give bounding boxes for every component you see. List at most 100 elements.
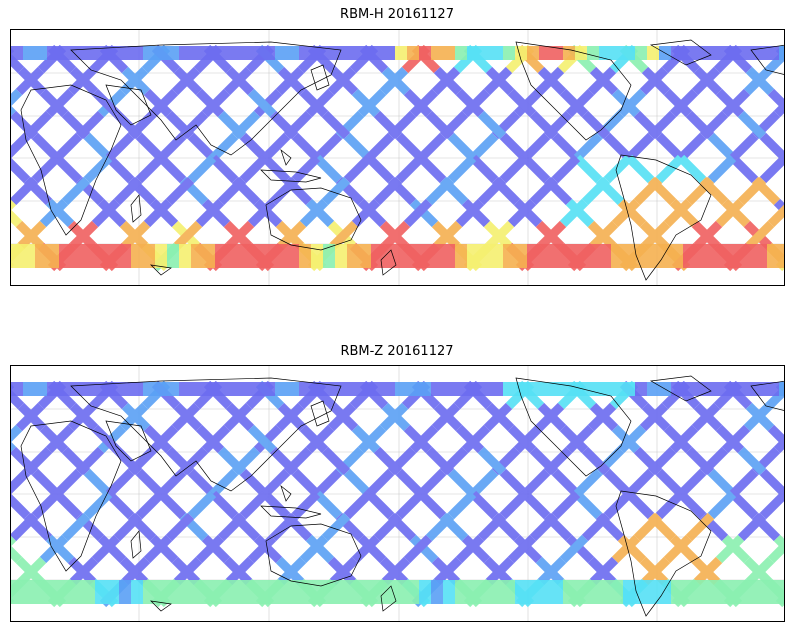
band-cell — [95, 244, 107, 268]
band-cell — [143, 382, 155, 396]
band-cell — [59, 244, 71, 268]
swath-segment — [217, 512, 247, 542]
band-cell — [611, 46, 623, 60]
swath-segment — [313, 154, 343, 184]
swath-segment — [693, 66, 723, 96]
swath-segment — [239, 132, 269, 162]
swath-segment — [209, 490, 239, 520]
band-cell — [251, 580, 263, 604]
band-cell — [23, 382, 35, 396]
swath-segment — [737, 446, 767, 476]
band-cell — [731, 46, 743, 60]
swath-segment — [551, 468, 581, 498]
swath-segment — [767, 540, 784, 564]
swath-segment — [239, 468, 269, 498]
band-cell — [323, 46, 335, 60]
swath-segment — [39, 424, 69, 454]
band-cell — [335, 580, 347, 604]
swath-segment — [663, 534, 693, 564]
swath-segment — [53, 490, 83, 520]
swath-segment — [485, 66, 515, 96]
band-cell — [287, 580, 299, 604]
swath-segment — [217, 110, 247, 140]
swath-segment — [729, 154, 759, 184]
swath-segment — [11, 446, 39, 476]
swath-segment — [767, 204, 784, 228]
band-cell — [395, 580, 407, 604]
band-cell — [659, 580, 671, 604]
band-cell — [587, 46, 599, 60]
swath-segment — [529, 110, 559, 140]
swath-segment — [507, 198, 537, 228]
band-cell — [671, 382, 683, 396]
swath-segment — [507, 88, 537, 118]
band-cell — [683, 382, 695, 396]
band-cell — [443, 580, 455, 604]
band-cell — [563, 46, 575, 60]
swath-segment — [529, 512, 559, 542]
band-cell — [263, 580, 275, 604]
coastline — [380, 249, 397, 276]
swath-segment — [135, 154, 165, 184]
band-cell — [83, 244, 95, 268]
swath-segment — [157, 132, 187, 162]
map-panel-top — [10, 29, 785, 286]
band-cell — [275, 244, 287, 268]
swath-segment — [395, 490, 425, 520]
swath-segment — [165, 512, 195, 542]
swath-segment — [551, 154, 581, 184]
band-cell — [371, 244, 383, 268]
band-cell — [323, 580, 335, 604]
swath-segment — [277, 556, 307, 586]
band-cell — [623, 46, 635, 60]
band-cell — [407, 382, 419, 396]
swath-segment — [11, 157, 31, 184]
swath-segment — [91, 88, 121, 118]
band-cell — [371, 382, 383, 396]
swath-segment — [11, 88, 23, 107]
swath-segment — [447, 468, 477, 498]
band-cell — [503, 382, 515, 396]
band-cell — [359, 46, 371, 60]
band-cell — [563, 244, 575, 268]
band-cell — [695, 382, 707, 396]
swath-segment — [173, 220, 203, 250]
swath-segment — [39, 198, 69, 228]
band-cell — [431, 46, 443, 60]
band-cell — [83, 382, 95, 396]
swath-segment — [589, 556, 619, 586]
band-cell — [455, 382, 467, 396]
band-cell — [743, 580, 755, 604]
swath-segment — [91, 424, 121, 454]
band-cell — [587, 580, 599, 604]
swath-segment — [11, 209, 23, 228]
band-cell — [179, 382, 191, 396]
band-cell — [551, 382, 563, 396]
swath-segment — [143, 198, 173, 228]
coastline — [515, 377, 632, 477]
coastline — [265, 187, 362, 251]
swath-segment — [707, 468, 737, 498]
band-cell — [347, 46, 359, 60]
swath-segment — [321, 446, 351, 476]
swath-segment — [773, 534, 784, 552]
coastline — [649, 375, 712, 402]
band-cell — [695, 244, 707, 268]
swath-segment — [499, 132, 529, 162]
swath-segment — [247, 198, 277, 228]
swath-segment — [767, 424, 784, 448]
coastline — [130, 530, 142, 559]
swath-segment — [603, 468, 633, 498]
swath-segment — [715, 534, 745, 564]
swath-segment — [69, 402, 99, 432]
band-cell — [155, 244, 167, 268]
band-cell — [107, 580, 119, 604]
band-cell — [755, 382, 767, 396]
band-cell — [191, 244, 203, 268]
band-cell — [479, 46, 491, 60]
band-cell — [119, 382, 131, 396]
band-cell — [707, 46, 719, 60]
swath-segment — [105, 154, 135, 184]
band-cell — [191, 46, 203, 60]
swath-segment — [745, 220, 775, 250]
